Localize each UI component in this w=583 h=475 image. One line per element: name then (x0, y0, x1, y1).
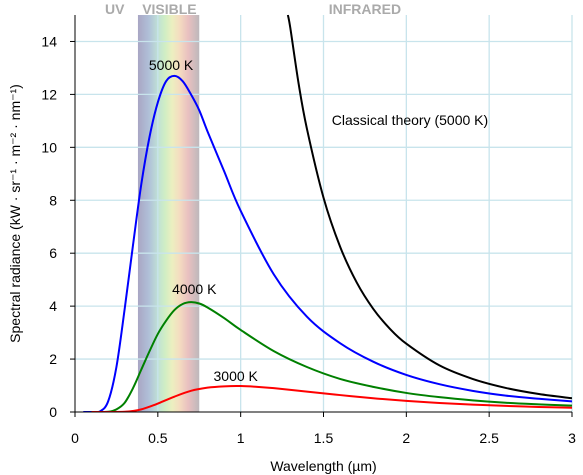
x-tick-label: 0 (71, 430, 79, 446)
y-tick-label: 0 (49, 404, 57, 420)
y-axis-ticks: 0 2 4 6 8 10 12 14 (41, 33, 75, 420)
x-axis-ticks: 0 0.5 1 1.5 2 2.5 3 (71, 412, 576, 446)
curve-label-classical: Classical theory (5000 K) (332, 112, 488, 128)
visible-band-label: VISIBLE (142, 1, 196, 17)
x-tick-label: 2 (402, 430, 410, 446)
x-tick-label: 3 (568, 430, 576, 446)
visible-spectrum-band (137, 15, 200, 412)
y-tick-label: 4 (49, 298, 57, 314)
y-axis-title: Spectral radiance (kW · sr⁻¹ · m⁻² · nm⁻… (7, 84, 23, 343)
curve-label-3000k: 3000 K (214, 368, 259, 384)
y-tick-label: 12 (41, 86, 57, 102)
series-line-5000-k (83, 74, 572, 412)
x-tick-label: 1.5 (314, 430, 334, 446)
x-tick-label: 0.5 (148, 430, 168, 446)
y-tick-label: 14 (41, 33, 57, 49)
x-axis-title: Wavelength (µm) (270, 458, 376, 474)
y-tick-label: 2 (49, 351, 57, 367)
uv-band-label: UV (105, 1, 125, 17)
series-line-classical-theory-5000-k (286, 14, 572, 400)
curve-label-4000k: 4000 K (172, 281, 217, 297)
x-tick-label: 1 (237, 430, 245, 446)
x-tick-label: 2.5 (479, 430, 499, 446)
y-tick-label: 10 (41, 139, 57, 155)
y-tick-label: 6 (49, 245, 57, 261)
series-line-3000-k (91, 385, 572, 412)
y-tick-label: 8 (49, 192, 57, 208)
curve-label-5000k: 5000 K (149, 57, 194, 73)
series-layer (83, 14, 572, 412)
infrared-band-label: INFRARED (329, 1, 401, 17)
series-line-4000-k (91, 301, 572, 412)
